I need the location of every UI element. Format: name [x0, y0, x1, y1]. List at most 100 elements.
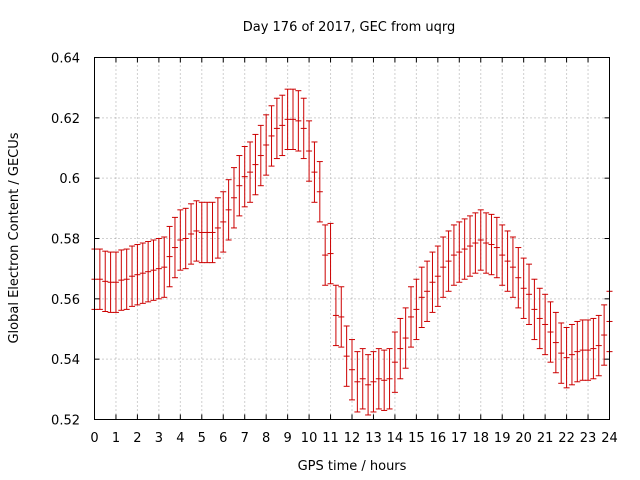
data-point — [563, 326, 570, 389]
data-point — [214, 197, 221, 259]
y-tick-label: 0.6 — [59, 172, 80, 187]
data-point — [574, 320, 581, 383]
data-point — [509, 236, 516, 298]
data-point — [429, 251, 436, 313]
x-tick-label: 18 — [472, 431, 489, 446]
data-point — [343, 325, 350, 387]
x-tick-label: 9 — [283, 431, 291, 446]
plot-frame — [94, 57, 610, 420]
data-point — [542, 293, 549, 356]
x-tick-label: 2 — [133, 431, 141, 446]
x-axis-label: GPS time / hours — [298, 459, 407, 474]
y-tick-label: 0.54 — [51, 353, 80, 368]
data-point — [558, 322, 565, 384]
data-point — [322, 224, 329, 286]
data-point — [306, 120, 313, 182]
data-point — [263, 114, 270, 176]
x-tick-label: 14 — [387, 431, 404, 446]
data-point — [515, 247, 522, 309]
data-point — [445, 230, 452, 292]
data-point — [247, 141, 254, 203]
data-point — [107, 251, 114, 313]
data-point — [579, 319, 586, 381]
data-point — [531, 278, 538, 341]
data-point — [408, 286, 415, 348]
data-point — [440, 236, 447, 298]
data-point — [112, 251, 119, 313]
data-point — [171, 216, 178, 279]
x-tick-label: 7 — [241, 431, 249, 446]
data-point — [96, 248, 103, 310]
y-tick-label: 0.58 — [51, 233, 80, 248]
data-point — [209, 201, 216, 264]
x-tick-label: 0 — [90, 431, 98, 446]
x-tick-label: 16 — [430, 431, 447, 446]
data-point — [161, 236, 168, 298]
data-point — [193, 200, 200, 262]
data-point — [547, 301, 554, 363]
data-point — [241, 145, 248, 208]
x-tick-label: 15 — [408, 431, 425, 446]
data-point — [424, 260, 431, 322]
data-point — [386, 348, 393, 410]
data-point — [220, 191, 227, 253]
data-point — [472, 212, 479, 274]
data-point — [338, 286, 345, 348]
data-point — [568, 323, 575, 386]
data-series — [91, 88, 613, 416]
data-point — [483, 212, 490, 274]
data-point — [536, 287, 543, 350]
x-tick-label: 22 — [558, 431, 575, 446]
data-point — [150, 239, 157, 301]
data-point — [268, 105, 275, 167]
data-point — [236, 155, 243, 217]
data-point — [381, 349, 388, 411]
data-point — [354, 351, 361, 413]
data-point — [391, 331, 398, 393]
data-point — [145, 241, 152, 303]
x-tick-label: 11 — [322, 431, 339, 446]
data-point — [327, 222, 334, 285]
data-point — [257, 124, 264, 187]
data-point — [370, 351, 377, 413]
data-point — [225, 179, 232, 241]
axis-ticks — [94, 57, 610, 420]
data-point — [284, 88, 291, 151]
data-point — [467, 215, 474, 277]
x-tick-label: 24 — [601, 431, 618, 446]
data-point — [450, 224, 457, 286]
x-tick-label: 20 — [515, 431, 532, 446]
x-tick-label: 10 — [301, 431, 318, 446]
x-tick-label: 12 — [344, 431, 361, 446]
data-point — [134, 244, 141, 306]
data-point — [139, 242, 146, 304]
data-point — [520, 257, 527, 319]
data-point — [601, 304, 608, 366]
data-point — [375, 348, 382, 410]
data-point — [397, 317, 404, 380]
x-tick-label: 21 — [537, 431, 554, 446]
chart-title: Day 176 of 2017, GEC from uqrg — [243, 20, 456, 35]
data-point — [349, 339, 355, 401]
x-tick-label: 1 — [112, 431, 120, 446]
data-point — [552, 311, 559, 374]
x-tick-label: 6 — [219, 431, 227, 446]
data-point — [402, 307, 409, 369]
x-tick-label: 19 — [494, 431, 511, 446]
data-point — [123, 248, 130, 310]
data-point — [252, 133, 259, 196]
data-point — [365, 354, 372, 416]
y-tick-labels: 0.52 0.54 0.56 0.58 0.6 0.62 0.64 — [51, 52, 80, 429]
data-point — [488, 213, 495, 276]
x-tick-label: 5 — [198, 431, 206, 446]
data-point — [311, 141, 318, 203]
data-point — [413, 278, 420, 341]
data-point — [461, 218, 468, 280]
data-point — [316, 161, 323, 223]
data-point — [166, 225, 173, 288]
data-point — [155, 238, 162, 300]
x-tick-label: 13 — [365, 431, 382, 446]
y-tick-label: 0.56 — [51, 293, 80, 308]
y-axis-label: Global Electron Content / GECUs — [7, 132, 22, 343]
